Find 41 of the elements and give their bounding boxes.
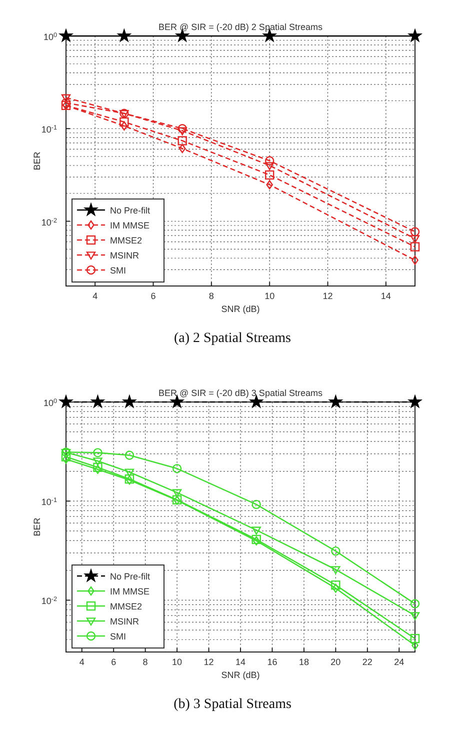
x-tick-label: 12 xyxy=(204,657,214,667)
x-tick-label: 10 xyxy=(172,657,182,667)
y-axis-title: BER xyxy=(32,517,42,536)
x-tick-label: 4 xyxy=(92,291,98,301)
legend-label: No Pre-filt xyxy=(110,572,151,582)
legend-label: SMI xyxy=(110,632,126,642)
text: (a) 2 Spatial Streams xyxy=(174,331,292,346)
x-tick-label: 4 xyxy=(79,657,84,667)
legend-label: No Pre-filt xyxy=(110,206,151,216)
x-tick-label: 18 xyxy=(298,657,309,667)
x-tick-label: 24 xyxy=(394,657,404,667)
y-tick-label: 10$^{0}$ xyxy=(43,398,58,408)
x-axis-title: SNR (dB) xyxy=(221,670,260,680)
y-tick-label: 10$^{-1}$ xyxy=(41,496,58,508)
x-tick-label: 16 xyxy=(267,657,278,667)
legend-label: SMI xyxy=(110,266,126,276)
x-tick-label: 6 xyxy=(150,291,156,301)
x-tick-label: 14 xyxy=(380,291,391,301)
legend-label: MSINR xyxy=(110,616,140,626)
chart-title: BER @ SIR = (-20 dB) 2 Spatial Streams xyxy=(158,22,323,32)
legend-label: IM MMSE xyxy=(110,220,150,230)
x-tick-label: 8 xyxy=(142,657,148,667)
legend-label: IM MMSE xyxy=(110,586,150,596)
x-tick-label: 22 xyxy=(362,657,372,667)
y-tick-label: 10$^{-1}$ xyxy=(41,124,58,135)
y-tick-label: 10$^{-2}$ xyxy=(41,216,58,228)
y-tick-label: 10$^{0}$ xyxy=(43,32,58,42)
x-tick-label: 8 xyxy=(208,291,214,301)
x-tick-label: 14 xyxy=(235,657,246,667)
legend-label: MMSE2 xyxy=(110,602,142,612)
text: (b) 3 Spatial Streams xyxy=(174,697,292,712)
x-tick-label: 6 xyxy=(111,657,116,667)
x-tick-label: 10 xyxy=(264,291,275,301)
x-tick-label: 12 xyxy=(322,291,333,301)
x-axis-title: SNR (dB) xyxy=(221,304,260,314)
y-axis-title: BER xyxy=(32,151,42,170)
chart-title: BER @ SIR = (-20 dB) 3 Spatial Streams xyxy=(158,388,323,398)
x-tick-label: 20 xyxy=(330,657,341,667)
y-tick-label: 10$^{-2}$ xyxy=(41,596,58,606)
legend-label: MSINR xyxy=(110,250,140,260)
legend-label: MMSE2 xyxy=(110,236,142,246)
